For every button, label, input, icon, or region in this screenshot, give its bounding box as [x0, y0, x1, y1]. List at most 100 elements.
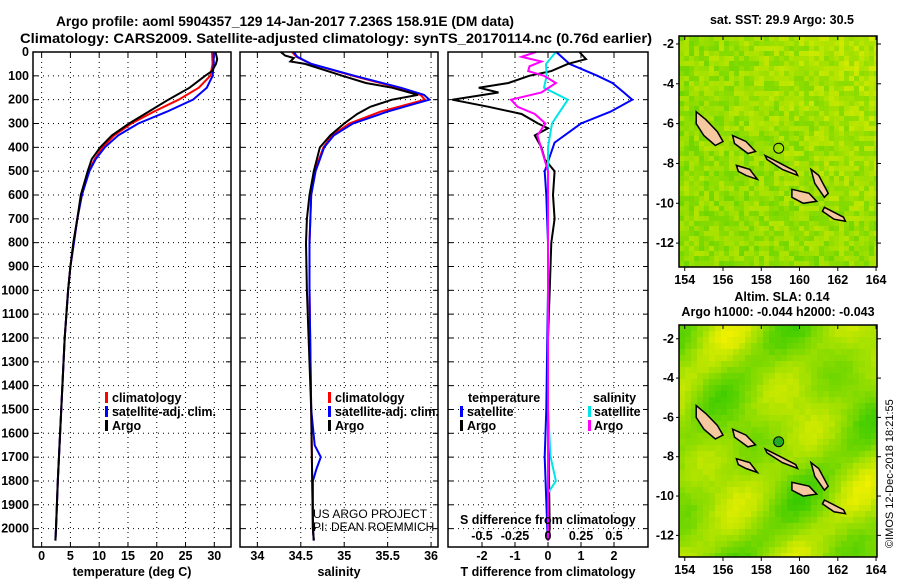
map-cell — [839, 86, 844, 91]
map-cell — [685, 409, 691, 415]
map-cell — [724, 211, 729, 216]
map-cell — [689, 211, 694, 216]
map-cell — [809, 111, 814, 116]
map-cell — [764, 201, 769, 206]
map-cell — [834, 246, 839, 251]
map-cell — [847, 331, 853, 337]
map-cell — [823, 337, 829, 343]
map-cell — [734, 106, 739, 111]
map-cell — [697, 505, 703, 511]
map-cell — [724, 236, 729, 241]
map-cell — [819, 156, 824, 161]
map-cell — [829, 46, 834, 51]
map-cell — [757, 457, 763, 463]
map-cell — [727, 367, 733, 373]
map-cell — [835, 337, 841, 343]
map-cell — [714, 91, 719, 96]
map-cell — [793, 361, 799, 367]
map-cell — [817, 337, 823, 343]
map-cell — [733, 391, 739, 397]
map-cell — [749, 186, 754, 191]
map-cell — [729, 191, 734, 196]
map-cell — [844, 51, 849, 56]
map-cell — [789, 231, 794, 236]
map-cell — [819, 236, 824, 241]
map-cell — [829, 216, 834, 221]
map-cell — [781, 547, 787, 553]
map-cell — [859, 337, 865, 343]
map-cell — [811, 409, 817, 415]
map-cell — [769, 236, 774, 241]
map-cell — [874, 256, 877, 261]
map-cell — [715, 385, 721, 391]
map-cell — [829, 136, 834, 141]
map-cell — [809, 261, 814, 266]
map-cell — [709, 36, 714, 41]
map-cell — [754, 231, 759, 236]
map-cell — [769, 226, 774, 231]
map-cell — [811, 427, 817, 433]
map-cell — [739, 505, 745, 511]
map-cell — [793, 469, 799, 475]
map-cell — [769, 246, 774, 251]
map-cell — [834, 126, 839, 131]
map-cell — [733, 385, 739, 391]
lon-tick-label: 156 — [713, 273, 734, 287]
map-cell — [724, 121, 729, 126]
map-cell — [864, 81, 869, 86]
map-cell — [684, 236, 689, 241]
map-cell — [774, 146, 779, 151]
map-cell — [853, 355, 859, 361]
map-cell — [719, 161, 724, 166]
map-cell — [849, 56, 854, 61]
map-cell — [751, 403, 757, 409]
map-cell — [685, 343, 691, 349]
map-cell — [811, 493, 817, 499]
map-cell — [865, 487, 871, 493]
map-cell — [729, 171, 734, 176]
map-cell — [744, 256, 749, 261]
map-cell — [784, 136, 789, 141]
map-cell — [724, 36, 729, 41]
map-cell — [817, 331, 823, 337]
map-cell — [834, 241, 839, 246]
map-cell — [685, 367, 691, 373]
map-cell — [871, 331, 877, 337]
map-cell — [715, 511, 721, 517]
map-cell — [709, 191, 714, 196]
map-cell — [779, 36, 784, 41]
map-cell — [694, 91, 699, 96]
map-cell — [799, 337, 805, 343]
map-cell — [774, 166, 779, 171]
secondary-x-tick-label: 0.25 — [569, 529, 593, 543]
map-cell — [774, 136, 779, 141]
map-cell — [709, 493, 715, 499]
map-cell — [805, 505, 811, 511]
map-cell — [787, 523, 793, 529]
map-cell — [744, 46, 749, 51]
map-cell — [834, 196, 839, 201]
map-cell — [679, 181, 684, 186]
map-cell — [799, 186, 804, 191]
map-cell — [799, 373, 805, 379]
map-cell — [739, 36, 744, 41]
map-cell — [811, 343, 817, 349]
map-cell — [859, 343, 865, 349]
map-cell — [754, 186, 759, 191]
map-cell — [804, 166, 809, 171]
map-cell — [685, 379, 691, 385]
map-cell — [865, 355, 871, 361]
map-cell — [709, 517, 715, 523]
map-cell — [784, 221, 789, 226]
map-cell — [817, 355, 823, 361]
map-cell — [754, 221, 759, 226]
map-cell — [704, 171, 709, 176]
map-cell — [733, 379, 739, 385]
map-cell — [727, 451, 733, 457]
map-cell — [844, 181, 849, 186]
map-cell — [787, 349, 793, 355]
map-cell — [721, 379, 727, 385]
map-cell — [853, 487, 859, 493]
map-cell — [784, 161, 789, 166]
map-cell — [759, 161, 764, 166]
